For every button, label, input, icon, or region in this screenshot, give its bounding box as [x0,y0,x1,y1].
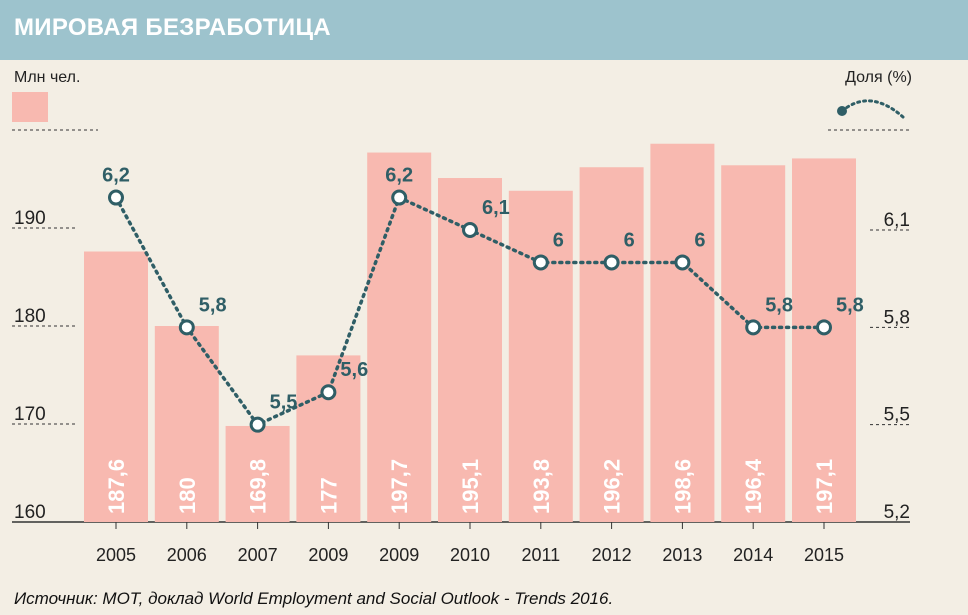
y-left-tick-label: 170 [14,404,46,425]
legend-line-sample [840,99,905,119]
y-left-tick-label: 180 [14,306,46,327]
legend-line-marker [837,106,847,116]
x-tick-label: 2013 [662,545,702,565]
x-tick-label: 2012 [592,545,632,565]
bar-value-label: 197,1 [812,459,837,514]
share-value-label: 5,8 [765,294,793,316]
share-point [249,416,266,433]
share-point [745,319,762,336]
bar-value-label: 169,8 [246,459,271,514]
bar [296,355,361,522]
share-value-label: 5,6 [340,359,368,381]
share-point [462,222,478,238]
x-tick-label: 2006 [167,545,207,565]
source-note: Источник: МОТ, доклад World Employment a… [14,589,614,608]
share-value-label: 6 [553,229,564,251]
bar-value-label: 193,8 [529,459,554,514]
bar-value-label: 197,7 [387,459,412,514]
share-value-label: 6 [624,229,635,251]
share-point [816,319,832,336]
bar-value-label: 180 [175,477,200,514]
y-left-tick-label: 160 [14,502,46,523]
bar-value-label: 195,1 [458,459,483,514]
x-tick-label: 2007 [238,545,278,565]
bar [508,190,573,522]
x-tick-label: 2014 [733,545,773,565]
y-right-tick-label: 5,8 [884,307,910,328]
y-left-tick-label: 190 [14,208,46,229]
bar [650,143,715,522]
bar-value-label: 196,2 [600,459,625,514]
bar [579,167,644,523]
share-value-label: 6,2 [385,165,413,187]
y-right-tick-label: 5,2 [884,502,910,523]
bar [84,251,148,522]
x-tick-label: 2009 [308,545,348,565]
bar [154,326,219,522]
bar-value-label: 196,4 [741,458,766,514]
bar [225,425,290,522]
share-point [674,254,691,271]
share-value-label: 6 [694,229,705,251]
share-point [603,254,620,271]
share-value-label: 6,2 [102,165,130,187]
x-tick-label: 2005 [96,545,136,565]
bar-value-label: 177 [316,477,341,514]
right-axis-unit: Доля (%) [845,69,912,86]
share-value-label: 5,5 [270,392,298,414]
chart-title: МИРОВАЯ БЕЗРАБОТИЦА [14,14,331,41]
share-point [391,189,408,206]
share-point [320,384,337,401]
x-tick-label: 2015 [804,545,844,565]
y-right-tick-label: 5,5 [884,405,910,426]
bar [367,152,432,523]
x-tick-label: 2011 [521,545,560,565]
legend-bar-swatch [12,92,48,122]
share-point [108,189,124,206]
left-axis-unit: Млн чел. [14,69,81,86]
x-tick-label: 2009 [379,545,419,565]
share-value-label: 5,8 [836,294,864,316]
header-bar: МИРОВАЯ БЕЗРАБОТИЦА [0,0,968,60]
bar [721,165,786,522]
share-point [532,254,549,271]
share-value-label: 6,1 [482,197,510,219]
share-value-label: 5,8 [199,294,227,316]
bar-value-label: 187,6 [104,459,129,514]
y-right-tick-label: 6,1 [884,210,910,231]
bar [792,158,856,523]
share-point [178,319,195,336]
x-tick-label: 2010 [450,545,490,565]
bar-value-label: 198,6 [670,459,695,514]
